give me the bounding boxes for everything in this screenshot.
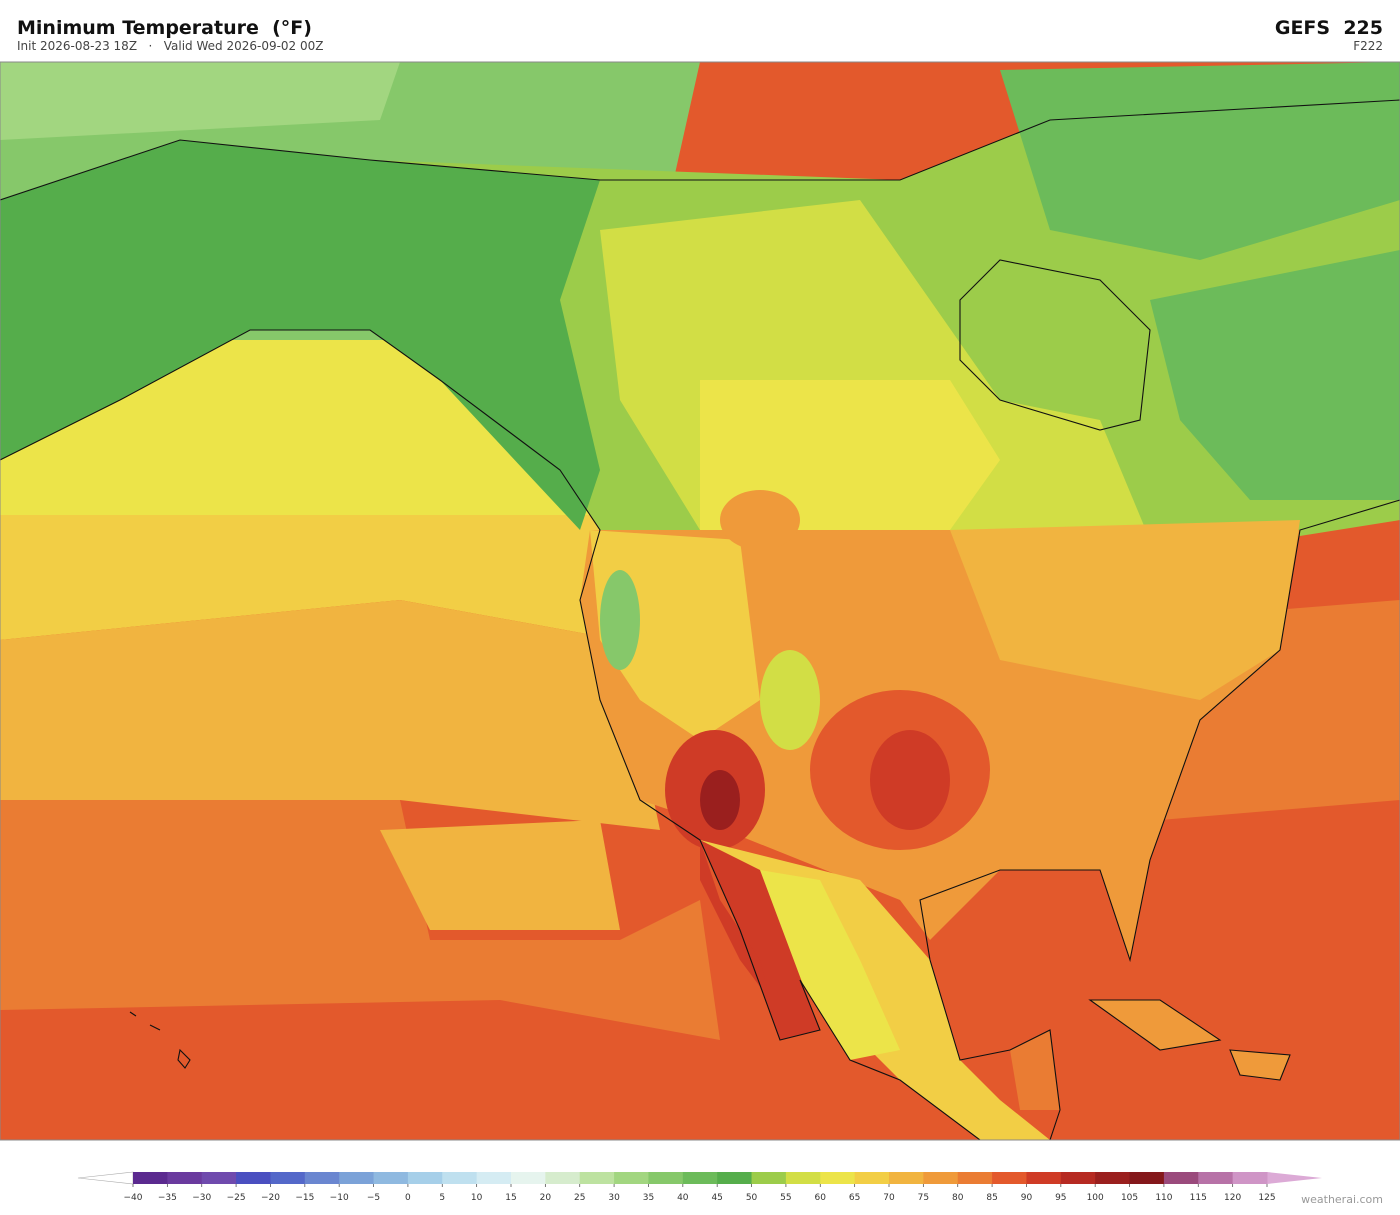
colorbar-tick-label: 85 xyxy=(986,1193,997,1203)
colorbar: −40 −35 −30 −25 −20 −15 −10 −5 0 5 10 15 20 25 30 35 40 4… xyxy=(77,1171,1322,1203)
colorbar-bin xyxy=(511,1172,546,1184)
colorbar-bin xyxy=(201,1172,237,1184)
colorbar-bin xyxy=(476,1172,512,1184)
colorbar-tick-label: 25 xyxy=(574,1193,585,1203)
colorbar-bin xyxy=(270,1172,306,1184)
colorbar-bin xyxy=(1232,1172,1268,1184)
colorbar-bin xyxy=(854,1172,890,1184)
colorbar-bin xyxy=(648,1172,684,1184)
forecast-hour: F222 xyxy=(1353,39,1383,53)
colorbar-bin xyxy=(1198,1172,1234,1184)
colorbar-bin xyxy=(682,1172,718,1184)
colorbar-tick-label: 55 xyxy=(780,1193,791,1203)
colorbar-bin xyxy=(1026,1172,1062,1184)
colorbar-bin xyxy=(957,1172,993,1184)
colorbar-under xyxy=(77,1171,134,1185)
colorbar-tick-label: 120 xyxy=(1224,1193,1241,1203)
colorbar-tick-label: 20 xyxy=(540,1193,552,1203)
colorbar-tick-label: 105 xyxy=(1121,1193,1138,1203)
colorbar-tick-label: −5 xyxy=(367,1193,380,1203)
colorbar-tick-label: −35 xyxy=(158,1193,177,1203)
colorbar-tick-label: 15 xyxy=(505,1193,516,1203)
watermark: weatherai.com xyxy=(1301,1193,1383,1206)
colorbar-bin xyxy=(785,1172,821,1184)
colorbar-tick-label: 90 xyxy=(1021,1193,1033,1203)
colorbar-tick-label: 70 xyxy=(883,1193,895,1203)
colorbar-bin xyxy=(442,1172,478,1184)
colorbar-bin xyxy=(1129,1172,1165,1184)
colorbar-bin xyxy=(751,1172,787,1184)
colorbar-bin xyxy=(717,1172,753,1184)
map xyxy=(0,61,1400,1141)
colorbar-tick-label: −25 xyxy=(227,1193,246,1203)
colorbar-tick-label: 110 xyxy=(1155,1193,1172,1203)
colorbar-bin xyxy=(1095,1172,1131,1184)
colorbar-bin xyxy=(304,1172,340,1184)
colorbar-bin xyxy=(1060,1172,1096,1184)
colorbar-tick-label: 115 xyxy=(1190,1193,1207,1203)
colorbar-tick-label: −20 xyxy=(261,1193,280,1203)
colorbar-bin xyxy=(579,1172,615,1184)
colorbar-bin xyxy=(923,1172,959,1184)
colorbar-bin xyxy=(820,1172,856,1184)
colorbar-tick-label: −15 xyxy=(295,1193,314,1203)
colorbar-bin xyxy=(133,1172,168,1184)
colorbar-tick-label: 125 xyxy=(1258,1193,1275,1203)
colorbar-tick-label: 35 xyxy=(643,1193,654,1203)
colorbar-bin xyxy=(545,1172,581,1184)
colorbar-tick-label: 10 xyxy=(471,1193,483,1203)
colorbar-tick-label: 50 xyxy=(746,1193,758,1203)
colorbar-bin xyxy=(614,1172,649,1184)
colorbar-tick-label: 100 xyxy=(1087,1193,1104,1203)
model-label: GEFS 225 xyxy=(1275,17,1383,39)
colorbar-bin xyxy=(889,1172,924,1184)
colorbar-tick-label: 60 xyxy=(815,1193,827,1203)
colorbar-tick-label: 65 xyxy=(849,1193,860,1203)
colorbar-tick-label: −30 xyxy=(192,1193,211,1203)
colorbar-bin xyxy=(373,1172,409,1184)
colorbar-tick-label: 5 xyxy=(439,1193,445,1203)
colorbar-tick-label: 40 xyxy=(677,1193,689,1203)
colorbar-bin xyxy=(236,1172,271,1184)
colorbar-bin xyxy=(407,1172,443,1184)
colorbar-tick-label: −10 xyxy=(330,1193,349,1203)
colorbar-bin xyxy=(167,1172,203,1184)
colorbar-tick-label: 0 xyxy=(405,1193,411,1203)
colorbar-tick-label: 95 xyxy=(1055,1193,1066,1203)
colorbar-bin xyxy=(992,1172,1027,1184)
colorbar-bin xyxy=(339,1172,375,1184)
colorbar-tick-label: 75 xyxy=(918,1193,929,1203)
title: Minimum Temperature (°F) xyxy=(17,17,312,39)
colorbar-tick-label: 80 xyxy=(952,1193,964,1203)
colorbar-tick-label: 45 xyxy=(711,1193,722,1203)
colorbar-bin xyxy=(1163,1172,1199,1184)
colorbar-over xyxy=(1267,1172,1322,1184)
subtitle: Init 2026-08-23 18Z · Valid Wed 2026-09-… xyxy=(17,39,324,53)
colorbar-tick-label: −40 xyxy=(124,1193,143,1203)
colorbar-tick-label: 30 xyxy=(608,1193,620,1203)
